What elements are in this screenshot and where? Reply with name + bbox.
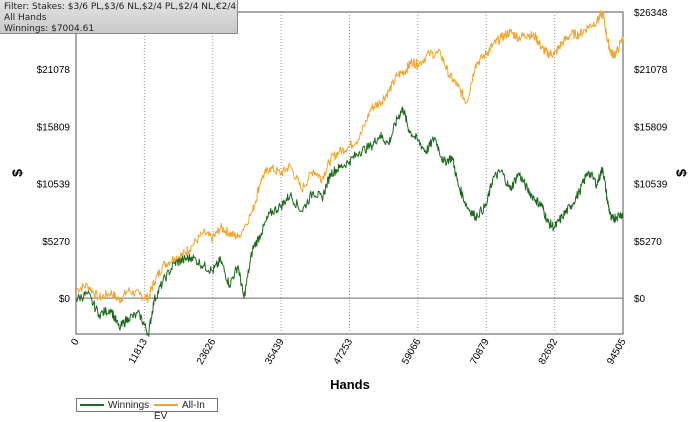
filter-stakes-text: Filter: Stakes: $3/6 PL,$3/6 NL,$2/4 PL,…: [4, 2, 238, 12]
series-layer: [75, 10, 624, 337]
x-axis-title: Hands: [330, 377, 370, 392]
y-tick-label-right: $26348: [634, 8, 668, 19]
y-tick-label-right: $10539: [634, 180, 668, 191]
x-tick-label: 70879: [468, 337, 492, 367]
x-tick-label: 35439: [263, 337, 287, 367]
filter-hands-text: All Hands: [4, 13, 47, 23]
y-tick-label-left: $0: [59, 294, 71, 305]
x-tick-label: 82692: [537, 337, 561, 367]
legend-label-winnings: Winnings: [108, 400, 150, 411]
legend-label-allin-ev: All-In EV: [154, 400, 205, 422]
series-line-winnings: [75, 106, 624, 337]
y-tick-label-right: $21078: [634, 65, 668, 76]
x-tick-label: 47253: [332, 337, 356, 367]
y-tick-label-right: $0: [634, 294, 646, 305]
x-tick-label: 94505: [605, 337, 629, 367]
y-tick-label-left: $5270: [42, 237, 70, 248]
legend-item-winnings: Winnings: [80, 400, 149, 412]
y-axis-title-left: $: [9, 169, 25, 177]
x-tick-labels: 0 11813 23626 35439 47253 59066 70879 82692 9450…: [69, 337, 629, 367]
legend-swatch-allin-ev: [154, 404, 178, 407]
x-tick-label: 0: [69, 337, 82, 348]
plot-area: [75, 10, 624, 337]
y-tick-label-left: $10539: [37, 180, 71, 191]
legend-item-allin-ev: All-In EV: [154, 400, 217, 422]
legend: Winnings All-In EV: [76, 398, 218, 422]
filter-info-panel: Filter: Stakes: $3/6 PL,$3/6 NL,$2/4 PL,…: [0, 0, 238, 34]
y-tick-label-right: $5270: [634, 237, 662, 248]
x-tick-label: 11813: [127, 337, 150, 366]
y-tick-label-right: $15809: [634, 122, 668, 133]
x-tick-label: 59066: [400, 337, 424, 367]
winnings-total-text: Winnings: $7004.61: [4, 24, 95, 34]
y-axis-title-right: $: [673, 169, 689, 177]
series-line-all-in-ev: [75, 10, 624, 304]
x-tick-label: 23626: [195, 337, 219, 367]
y-tick-label-left: $21078: [37, 65, 71, 76]
y-tick-label-left: $15809: [37, 122, 71, 133]
legend-swatch-winnings: [80, 404, 104, 407]
